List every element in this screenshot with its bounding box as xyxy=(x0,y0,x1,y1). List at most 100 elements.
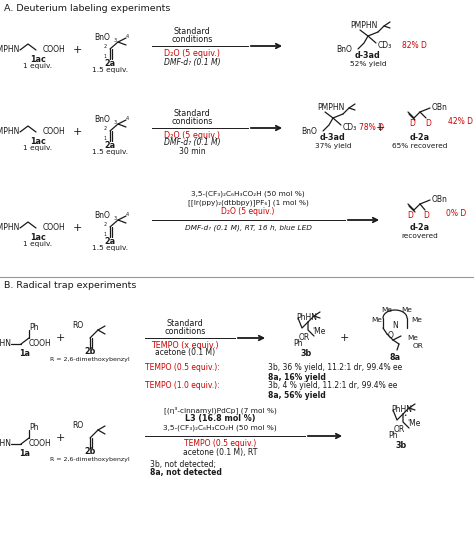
Text: PMPHN: PMPHN xyxy=(317,104,345,112)
Text: Ph: Ph xyxy=(29,423,38,433)
Text: 3b: 3b xyxy=(395,442,407,450)
Text: Me: Me xyxy=(382,307,392,313)
Text: 2: 2 xyxy=(104,126,107,131)
Text: 8a: 8a xyxy=(390,353,401,362)
Text: COOH: COOH xyxy=(43,223,66,233)
Text: D₂O (5 equiv.): D₂O (5 equiv.) xyxy=(221,208,275,217)
Text: 2b: 2b xyxy=(84,448,96,456)
Text: TEMPO (1.0 equiv.):: TEMPO (1.0 equiv.): xyxy=(145,382,219,391)
Text: 3b, 36 % yield, 11.2:1 dr, 99.4% ee: 3b, 36 % yield, 11.2:1 dr, 99.4% ee xyxy=(268,363,402,372)
Text: OR: OR xyxy=(393,424,405,433)
Text: 3: 3 xyxy=(113,120,117,125)
Text: TEMPO (0.5 equiv.): TEMPO (0.5 equiv.) xyxy=(184,439,256,449)
Text: +: + xyxy=(73,127,82,137)
Text: Ph: Ph xyxy=(29,324,38,332)
Text: R = 2,6-dimethoxybenzyl: R = 2,6-dimethoxybenzyl xyxy=(50,357,130,362)
Text: 1ac: 1ac xyxy=(30,54,46,64)
Text: •: • xyxy=(403,413,407,418)
Text: COOH: COOH xyxy=(29,340,52,348)
Text: BnO: BnO xyxy=(94,33,110,42)
Text: 82% D: 82% D xyxy=(402,42,427,50)
Text: 3: 3 xyxy=(113,216,117,220)
Text: 0% D: 0% D xyxy=(446,209,466,218)
Text: D: D xyxy=(409,120,415,129)
Text: 52% yield: 52% yield xyxy=(350,61,386,67)
Text: PMPHN: PMPHN xyxy=(0,45,20,54)
Text: PhHN: PhHN xyxy=(391,406,412,414)
Text: D₂O (5 equiv.): D₂O (5 equiv.) xyxy=(164,49,220,58)
Text: DMF-d₇ (0.1 M), RT, 16 h, blue LED: DMF-d₇ (0.1 M), RT, 16 h, blue LED xyxy=(184,225,311,231)
Text: +: + xyxy=(375,123,385,133)
Text: 3,5-(CF₃)₂C₆H₃CO₂H (50 mol %): 3,5-(CF₃)₂C₆H₃CO₂H (50 mol %) xyxy=(191,191,305,197)
Text: TEMPO (0.5 equiv.):: TEMPO (0.5 equiv.): xyxy=(145,363,220,372)
Text: 37% yield: 37% yield xyxy=(315,143,351,149)
Text: 1: 1 xyxy=(104,136,107,141)
Text: conditions: conditions xyxy=(171,117,213,126)
Text: DMF-d₇ (0.1 M): DMF-d₇ (0.1 M) xyxy=(164,58,220,66)
Text: 2a: 2a xyxy=(104,237,116,245)
Text: 1: 1 xyxy=(104,232,107,237)
Text: OBn: OBn xyxy=(432,104,448,112)
Text: 4: 4 xyxy=(126,34,128,39)
Text: 42% D: 42% D xyxy=(448,117,473,126)
Text: RO: RO xyxy=(73,321,84,331)
Text: Standard: Standard xyxy=(173,110,210,119)
Text: 1.5 equiv.: 1.5 equiv. xyxy=(92,67,128,73)
Text: conditions: conditions xyxy=(164,327,206,336)
Text: BnO: BnO xyxy=(301,127,317,136)
Text: +: + xyxy=(73,45,82,55)
Text: 1.5 equiv.: 1.5 equiv. xyxy=(92,149,128,155)
Text: PMPHN: PMPHN xyxy=(350,22,377,30)
Text: d-2a: d-2a xyxy=(410,134,430,142)
Text: Me: Me xyxy=(372,317,383,323)
Text: 'Me: 'Me xyxy=(407,418,420,428)
Text: O: O xyxy=(388,331,394,341)
Text: 1a: 1a xyxy=(19,449,30,459)
Text: COOH: COOH xyxy=(43,127,66,136)
Text: OBn: OBn xyxy=(432,196,448,204)
Text: 30 min: 30 min xyxy=(179,146,205,156)
Text: 3,5-(CF₃)₂C₆H₃CO₂H (50 mol %): 3,5-(CF₃)₂C₆H₃CO₂H (50 mol %) xyxy=(163,425,277,431)
Text: +: + xyxy=(55,333,64,343)
Text: PhHN: PhHN xyxy=(0,439,11,449)
Text: L3 (16.8 mol %): L3 (16.8 mol %) xyxy=(185,414,255,423)
Text: 1a: 1a xyxy=(19,350,30,358)
Text: Ph: Ph xyxy=(388,432,398,440)
Text: 2a: 2a xyxy=(104,59,116,68)
Text: COOH: COOH xyxy=(29,439,52,449)
Text: +: + xyxy=(339,333,349,343)
Text: 1 equiv.: 1 equiv. xyxy=(23,241,53,247)
Text: D: D xyxy=(423,212,429,220)
Text: 2b: 2b xyxy=(84,347,96,357)
Text: OR: OR xyxy=(413,343,424,349)
Text: recovered: recovered xyxy=(401,233,438,239)
Text: 3: 3 xyxy=(113,38,117,43)
Text: D: D xyxy=(407,212,413,220)
Text: 1 equiv.: 1 equiv. xyxy=(23,145,53,151)
Text: COOH: COOH xyxy=(43,45,66,54)
Text: PhHN: PhHN xyxy=(0,340,11,348)
Text: 1: 1 xyxy=(104,54,107,59)
Text: 65% recovered: 65% recovered xyxy=(392,143,447,149)
Text: Me: Me xyxy=(407,335,418,341)
Text: d-3ad: d-3ad xyxy=(320,134,346,142)
Text: B. Radical trap experiments: B. Radical trap experiments xyxy=(4,281,137,290)
Text: 'Me: 'Me xyxy=(312,326,325,336)
Text: acetone (0.1 M), RT: acetone (0.1 M), RT xyxy=(183,449,257,458)
Text: [[Ir(ppy)₂(dtbbpy)]PF₆] (1 mol %): [[Ir(ppy)₂(dtbbpy)]PF₆] (1 mol %) xyxy=(188,199,309,207)
Text: PMPHN: PMPHN xyxy=(0,127,20,136)
Text: conditions: conditions xyxy=(171,35,213,44)
Text: d-2a: d-2a xyxy=(410,223,430,233)
Text: OR: OR xyxy=(298,332,310,341)
Text: 2: 2 xyxy=(104,44,107,49)
Text: 3b, 4 % yield, 11.2:1 dr, 99.4% ee: 3b, 4 % yield, 11.2:1 dr, 99.4% ee xyxy=(268,382,397,391)
Text: DMF-d₇ (0.1 M): DMF-d₇ (0.1 M) xyxy=(164,138,220,147)
Text: 3b, not detected;: 3b, not detected; xyxy=(150,459,216,469)
Text: 4: 4 xyxy=(126,116,128,121)
Text: BnO: BnO xyxy=(94,115,110,124)
Text: 1ac: 1ac xyxy=(30,136,46,146)
Text: Ph: Ph xyxy=(293,340,303,348)
Text: d-3ad: d-3ad xyxy=(355,52,381,60)
Text: 2a: 2a xyxy=(104,141,116,150)
Text: TEMPO (x equiv.): TEMPO (x equiv.) xyxy=(151,341,219,350)
